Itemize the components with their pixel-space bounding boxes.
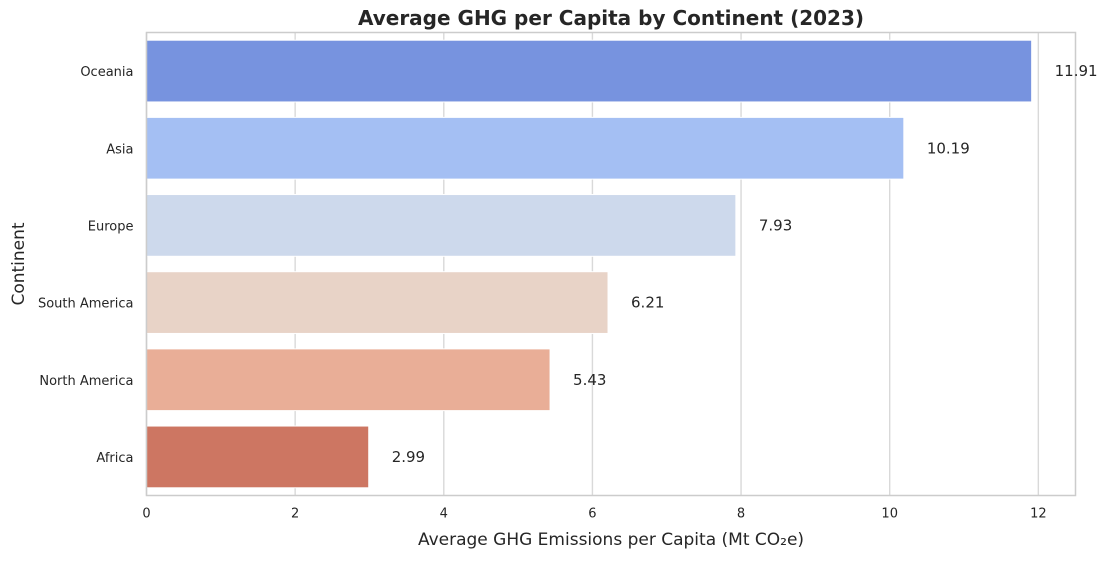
data-label: 10.19	[927, 139, 970, 157]
bar	[146, 271, 609, 334]
y-tick-label: Asia	[106, 142, 133, 157]
y-tick-label: Africa	[96, 451, 133, 466]
data-label: 11.91	[1055, 62, 1098, 80]
y-axis-label: Continent	[9, 222, 29, 305]
bar	[146, 348, 551, 412]
bar	[146, 39, 1033, 103]
data-label: 7.93	[759, 216, 792, 234]
y-tick-label: South America	[38, 297, 134, 312]
x-tick-label: 10	[881, 507, 898, 522]
data-label: 6.21	[631, 294, 664, 312]
plot-frame	[145, 31, 1077, 497]
x-tick-label: 12	[1030, 507, 1047, 522]
data-labels: 11.91 10.19 7.93 6.21 5.43 2.99	[392, 62, 1098, 466]
bars	[146, 39, 1033, 489]
y-tick-label: North America	[39, 374, 133, 389]
y-tick-label: Europe	[88, 219, 134, 234]
data-label: 5.43	[573, 371, 606, 389]
x-tick-label: 6	[588, 507, 596, 522]
y-ticks: Oceania Asia Europe South America North Amer…	[38, 65, 134, 466]
bar	[146, 194, 737, 257]
y-tick-label: Oceania	[80, 65, 133, 80]
x-tick-label: 0	[142, 507, 150, 522]
bar	[146, 116, 905, 180]
x-ticks: 0 2 4 6 8 10 12	[142, 507, 1046, 522]
grid	[145, 32, 1040, 496]
x-tick-label: 4	[440, 507, 448, 522]
chart-title: Average GHG per Capita by Continent (202…	[358, 6, 864, 30]
data-label: 2.99	[392, 448, 425, 466]
x-axis-label: Average GHG Emissions per Capita (Mt CO₂…	[418, 530, 804, 550]
bar	[146, 425, 370, 489]
x-tick-label: 2	[291, 507, 299, 522]
x-tick-label: 8	[737, 507, 745, 522]
